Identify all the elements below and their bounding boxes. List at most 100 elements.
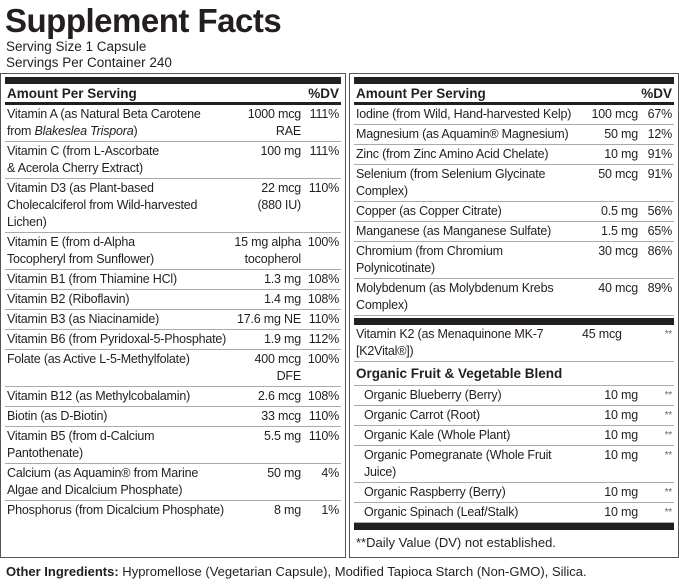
nutrient-dv: ** bbox=[664, 329, 673, 340]
nutrient-name: Vitamin D3 (as Plant-based Cholecalcifer… bbox=[7, 181, 198, 229]
nutrient-name: Vitamin C (from L-Ascorbate & Acerola Ch… bbox=[7, 144, 160, 175]
nutrient-name: Organic Pomegranate (Whole Fruit Juice) bbox=[364, 448, 552, 479]
nutrient-amount: 8 mg bbox=[274, 503, 301, 517]
nutrient-dv: 12% bbox=[647, 127, 673, 141]
nutrient-row: Selenium (from Selenium Glycinate Comple… bbox=[354, 165, 674, 202]
nutrient-row: Phosphorus (from Dicalcium Phosphate) 8 m… bbox=[5, 501, 341, 520]
nutrient-name: Molybdenum (as Molybdenum Krebs Complex) bbox=[356, 281, 554, 312]
nutrient-dv: 89% bbox=[647, 281, 673, 295]
nutrient-dv: 91% bbox=[647, 147, 673, 161]
nutrient-amount: 40 mcg bbox=[598, 281, 638, 295]
nutrient-row: Magnesium (as Aquamin® Magnesium) 50 mg 12… bbox=[354, 125, 674, 145]
nutrient-row: Calcium (as Aquamin® from Marine Algae a… bbox=[5, 464, 341, 501]
nutrient-name: Vitamin A (as Natural Beta Carotene from… bbox=[7, 107, 201, 138]
nutrient-dv: ** bbox=[664, 390, 673, 401]
nutrient-name: Vitamin B12 (as Methylcobalamin) bbox=[7, 389, 191, 403]
thick-divider bbox=[354, 318, 674, 325]
nutrient-dv: 110% bbox=[308, 181, 339, 195]
nutrient-name: Vitamin B1 (from Thiamine HCl) bbox=[7, 272, 177, 286]
nutrient-amount: 10 mg bbox=[604, 448, 638, 462]
nutrient-row: Biotin (as D-Biotin) 33 mcg 110% bbox=[5, 407, 341, 427]
other-ingredients: Other Ingredients: Hypromellose (Vegetar… bbox=[0, 558, 679, 584]
nutrient-amount: 100 mg bbox=[260, 144, 302, 158]
nutrient-dv: 67% bbox=[647, 107, 673, 121]
nutrient-amount: 17.6 mg NE bbox=[236, 312, 301, 326]
nutrient-name: Vitamin B5 (from d-Calcium Pantothenate) bbox=[7, 429, 155, 460]
nutrient-dv: ** bbox=[664, 507, 673, 518]
nutrient-row: Manganese (as Manganese Sulfate) 1.5 mg 65… bbox=[354, 222, 674, 242]
nutrient-row: Vitamin B3 (as Niacinamide) 17.6 mg NE 110… bbox=[5, 310, 341, 330]
serving-size: Serving Size 1 Capsule bbox=[6, 39, 147, 54]
nutrient-name: Chromium (from Chromium Polynicotinate) bbox=[356, 244, 503, 275]
thick-divider bbox=[5, 77, 341, 84]
nutrient-amount: 10 mg bbox=[604, 485, 638, 499]
nutrient-dv: ** bbox=[664, 487, 673, 498]
nutrient-name: Biotin (as D-Biotin) bbox=[7, 409, 108, 423]
right-nutrient-list: Iodine (from Wild, Hand-harvested Kelp) 1… bbox=[354, 105, 674, 316]
nutrient-dv: 56% bbox=[647, 204, 673, 218]
amount-header: Amount Per Serving bbox=[7, 85, 137, 101]
nutrient-name: Calcium (as Aquamin® from Marine Algae a… bbox=[7, 466, 199, 497]
nutrient-row: Organic Raspberry (Berry) 10 mg ** bbox=[354, 483, 674, 503]
nutrient-row: Vitamin K2 (as Menaquinone MK-7 [K2Vital… bbox=[354, 325, 674, 362]
nutrient-name: Vitamin B6 (from Pyridoxal-5-Phosphate) bbox=[7, 332, 227, 346]
thick-divider bbox=[354, 523, 674, 530]
nutrient-amount: 2.6 mcg bbox=[257, 389, 301, 403]
nutrient-amount: 50 mg bbox=[267, 466, 301, 480]
nutrient-name: Copper (as Copper Citrate) bbox=[356, 204, 502, 218]
nutrient-name: Iodine (from Wild, Hand-harvested Kelp) bbox=[356, 107, 572, 121]
nutrient-amount: 10 mg bbox=[604, 147, 638, 161]
nutrient-row: Vitamin B6 (from Pyridoxal-5-Phosphate) 1… bbox=[5, 330, 341, 350]
nutrient-amount: 1.9 mg bbox=[263, 332, 301, 346]
nutrient-row: Organic Kale (Whole Plant) 10 mg ** bbox=[354, 426, 674, 446]
nutrient-amount: 1.5 mg bbox=[600, 224, 638, 238]
nutrient-dv: ** bbox=[664, 450, 673, 461]
nutrient-amount: 10 mg bbox=[604, 408, 638, 422]
nutrient-amount: 5.5 mg bbox=[263, 429, 301, 443]
nutrient-name: Phosphorus (from Dicalcium Phosphate) bbox=[7, 503, 225, 517]
panel-header: Amount Per Serving %DV bbox=[354, 84, 674, 105]
nutrient-row: Iodine (from Wild, Hand-harvested Kelp) 1… bbox=[354, 105, 674, 125]
nutrient-row: Zinc (from Zinc Amino Acid Chelate) 10 mg… bbox=[354, 145, 674, 165]
nutrient-dv: ** bbox=[664, 410, 673, 421]
other-ingredients-label: Other Ingredients: bbox=[6, 564, 119, 579]
nutrient-name: Vitamin B2 (Riboflavin) bbox=[7, 292, 130, 306]
left-nutrient-list: Vitamin A (as Natural Beta Carotene from… bbox=[5, 105, 341, 520]
amount-header: Amount Per Serving bbox=[356, 85, 486, 101]
nutrient-dv: 108% bbox=[307, 389, 339, 403]
nutrient-dv: 110% bbox=[308, 312, 339, 326]
nutrient-row: Vitamin B5 (from d-Calcium Pantothenate)… bbox=[5, 427, 341, 464]
nutrient-name: Selenium (from Selenium Glycinate Comple… bbox=[356, 167, 546, 198]
nutrient-dv: 108% bbox=[307, 272, 339, 286]
nutrient-row: Organic Pomegranate (Whole Fruit Juice) 1… bbox=[354, 446, 674, 483]
nutrient-name: Zinc (from Zinc Amino Acid Chelate) bbox=[356, 147, 549, 161]
nutrient-amount: 33 mcg bbox=[261, 409, 301, 423]
thick-divider bbox=[354, 77, 674, 84]
nutrient-amount: 1.3 mg bbox=[263, 272, 301, 286]
dv-header: %DV bbox=[308, 85, 339, 101]
nutrient-name: Vitamin B3 (as Niacinamide) bbox=[7, 312, 160, 326]
nutrient-row: Folate (as Active L-5-Methylfolate) 400 m… bbox=[5, 350, 341, 387]
nutrient-dv: ** bbox=[664, 430, 673, 441]
nutrient-row: Vitamin B2 (Riboflavin) 1.4 mg 108% bbox=[5, 290, 341, 310]
blend-title: Organic Fruit & Vegetable Blend bbox=[354, 362, 674, 386]
blend-list: Organic Blueberry (Berry) 10 mg ** Organic … bbox=[354, 386, 674, 523]
nutrient-amount: 22 mcg (880 IU) bbox=[257, 181, 301, 212]
facts-panels: Amount Per Serving %DV Vitamin A (as Nat… bbox=[0, 73, 679, 558]
nutrient-row: Organic Spinach (Leaf/Stalk) 10 mg ** bbox=[354, 503, 674, 523]
nutrient-dv: 100% bbox=[307, 235, 339, 249]
nutrient-name: Organic Blueberry (Berry) bbox=[364, 388, 502, 402]
nutrient-row: Vitamin B1 (from Thiamine HCl) 1.3 mg 108% bbox=[5, 270, 341, 290]
nutrient-dv: 111% bbox=[309, 107, 340, 121]
nutrient-row: Organic Blueberry (Berry) 10 mg ** bbox=[354, 386, 674, 406]
nutrient-dv: 1% bbox=[321, 503, 339, 517]
nutrient-name: Vitamin K2 (as Menaquinone MK-7 [K2Vital… bbox=[356, 327, 544, 358]
nutrient-amount: 50 mcg bbox=[598, 167, 638, 181]
nutrient-row: Molybdenum (as Molybdenum Krebs Complex)… bbox=[354, 279, 674, 316]
nutrient-row: Organic Carrot (Root) 10 mg ** bbox=[354, 406, 674, 426]
nutrient-amount: 45 mcg bbox=[582, 327, 622, 341]
nutrient-name: Magnesium (as Aquamin® Magnesium) bbox=[356, 127, 569, 141]
nutrient-amount: 50 mg bbox=[604, 127, 638, 141]
right-facts-panel: Amount Per Serving %DV Iodine (from Wild… bbox=[349, 73, 679, 558]
nutrient-row: Vitamin C (from L-Ascorbate & Acerola Ch… bbox=[5, 142, 341, 179]
